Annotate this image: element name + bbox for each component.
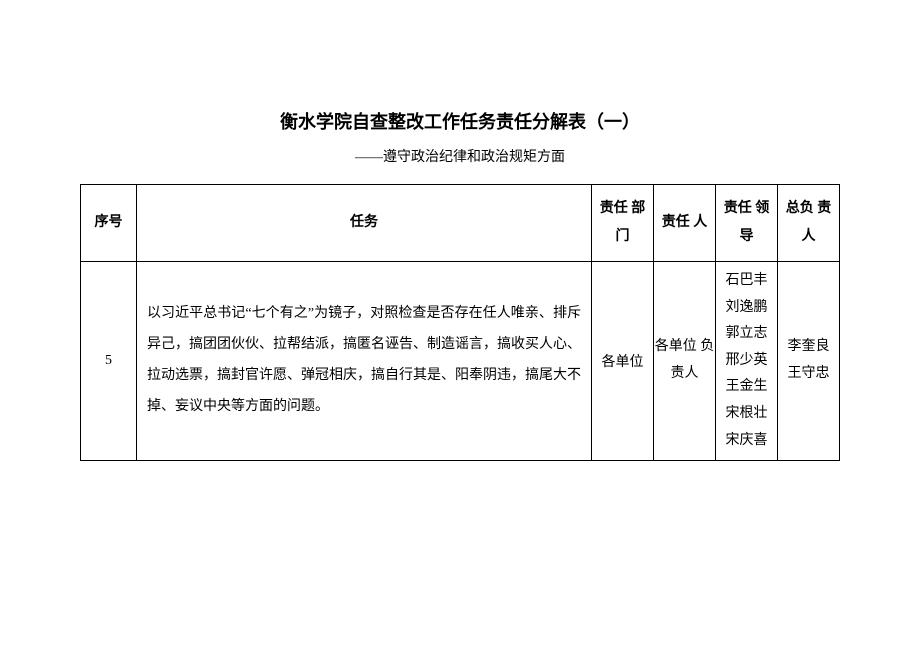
header-seq: 序号	[81, 185, 137, 262]
header-leader: 责任 领导	[716, 185, 778, 262]
responsibility-table: 序号 任务 责任 部门 责任 人 责任 领导 总负 责人 5 以习近平总书记“七…	[80, 184, 840, 461]
cell-chief: 李奎良 王守忠	[778, 262, 840, 461]
header-chief: 总负 责人	[778, 185, 840, 262]
cell-leader: 石巴丰 刘逸鹏 郭立志 邢少英 王金生 宋根壮 宋庆喜	[716, 262, 778, 461]
cell-task: 以习近平总书记“七个有之”为镜子，对照检查是否存在任人唯亲、排斥异己，搞团团伙伙…	[137, 262, 592, 461]
header-dept: 责任 部门	[592, 185, 654, 262]
cell-seq: 5	[81, 262, 137, 461]
cell-person: 各单位 负责人	[654, 262, 716, 461]
cell-dept: 各单位	[592, 262, 654, 461]
header-person: 责任 人	[654, 185, 716, 262]
document-container: 衡水学院自查整改工作任务责任分解表（一） ——遵守政治纪律和政治规矩方面 序号 …	[80, 108, 840, 461]
document-title: 衡水学院自查整改工作任务责任分解表（一）	[80, 108, 840, 134]
document-subtitle: ——遵守政治纪律和政治规矩方面	[80, 146, 840, 166]
header-task: 任务	[137, 185, 592, 262]
table-row: 5 以习近平总书记“七个有之”为镜子，对照检查是否存在任人唯亲、排斥异己，搞团团…	[81, 262, 840, 461]
table-header-row: 序号 任务 责任 部门 责任 人 责任 领导 总负 责人	[81, 185, 840, 262]
